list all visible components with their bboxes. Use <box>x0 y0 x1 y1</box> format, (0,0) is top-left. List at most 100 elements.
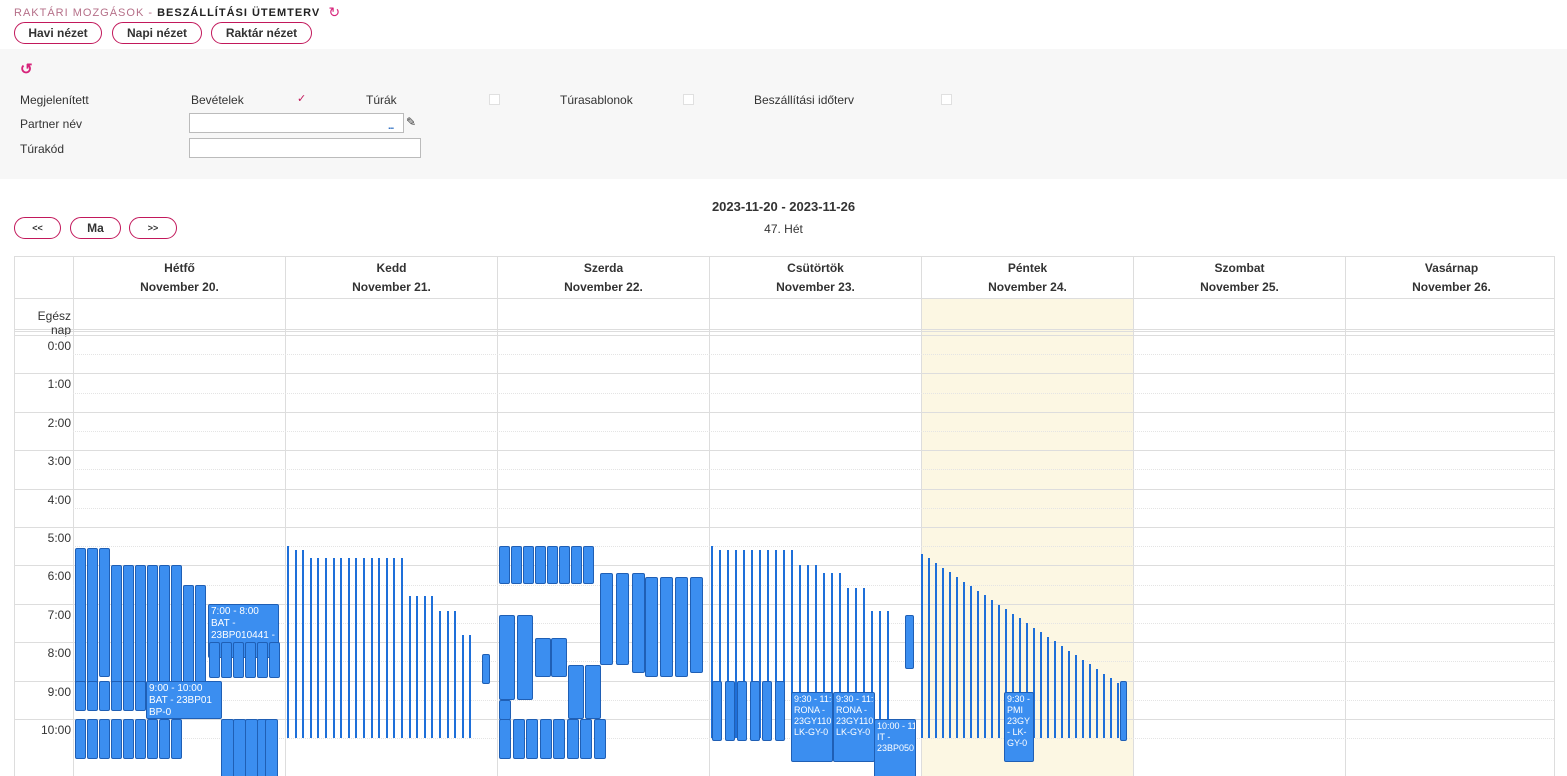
tour-bar[interactable] <box>727 550 729 739</box>
tour-bar[interactable] <box>1005 609 1007 739</box>
today-button[interactable]: Ma <box>70 217 121 239</box>
calendar-event[interactable] <box>171 719 182 759</box>
calendar-event[interactable] <box>645 576 658 677</box>
calendar-event[interactable] <box>499 546 510 585</box>
calendar-event[interactable] <box>523 546 534 585</box>
calendar-event[interactable] <box>535 638 551 677</box>
tour-bar[interactable] <box>935 563 937 739</box>
tour-bar[interactable] <box>1103 673 1105 739</box>
calendar-event[interactable] <box>75 719 86 759</box>
tour-bar[interactable] <box>347 557 350 739</box>
tour-bar[interactable] <box>469 634 472 739</box>
filter-revenue-checkbox[interactable]: ✓ <box>297 93 307 105</box>
tour-bar[interactable] <box>416 596 419 739</box>
tour-bar[interactable] <box>454 611 457 739</box>
calendar-event[interactable] <box>87 680 98 711</box>
day-header[interactable]: Szombat November 25. <box>1133 257 1345 298</box>
calendar-event[interactable]: 9:30 - 11:30 RONA - 23GY110 LK-GY-0 <box>833 692 875 763</box>
calendar-event[interactable] <box>147 565 158 685</box>
tour-bar[interactable] <box>1096 669 1098 739</box>
warehouse-view-button[interactable]: Raktár nézet <box>211 22 312 44</box>
calendar-event[interactable] <box>593 719 606 759</box>
tour-bar[interactable] <box>1040 632 1042 739</box>
calendar-event[interactable] <box>585 665 601 719</box>
calendar-event[interactable] <box>99 680 110 711</box>
calendar-event[interactable] <box>737 680 747 741</box>
day-header[interactable]: Kedd November 21. <box>285 257 497 298</box>
calendar-event[interactable]: 9:30 - 11:30 RONA - 23GY110 LK-GY-0 <box>791 692 833 763</box>
calendar-event[interactable] <box>233 642 244 679</box>
calendar-event[interactable] <box>774 680 785 741</box>
calendar-event[interactable] <box>551 638 567 677</box>
next-week-button[interactable]: >> <box>129 217 177 239</box>
tour-bar[interactable] <box>423 596 426 739</box>
tour-bar[interactable] <box>799 565 801 739</box>
edit-icon[interactable]: ✎ <box>406 115 417 129</box>
calendar-event[interactable] <box>517 615 533 700</box>
calendar-event[interactable] <box>583 546 594 585</box>
tour-bar[interactable] <box>807 565 809 739</box>
calendar-event[interactable] <box>183 584 194 685</box>
calendar-event[interactable] <box>499 615 515 700</box>
calendar-event[interactable] <box>269 642 280 679</box>
tour-bar[interactable] <box>977 590 979 739</box>
tour-bar[interactable] <box>1068 650 1070 739</box>
calendar-event[interactable] <box>159 565 170 685</box>
tour-bar[interactable] <box>879 611 881 739</box>
calendar-event[interactable] <box>221 642 232 679</box>
calendar-event[interactable]: 9:30 - PMI 23GY - LK- GY-0 <box>1004 692 1034 763</box>
calendar-event[interactable] <box>499 719 511 759</box>
calendar-event[interactable] <box>512 719 525 759</box>
tour-bar[interactable] <box>921 553 923 739</box>
tour-bar[interactable] <box>871 611 873 739</box>
tour-bar[interactable] <box>1110 678 1112 739</box>
tour-bar[interactable] <box>887 611 889 739</box>
calendar-event[interactable] <box>111 565 122 685</box>
calendar-event[interactable] <box>749 680 760 741</box>
tour-bar[interactable] <box>1012 613 1014 739</box>
tour-bar[interactable] <box>751 550 753 739</box>
calendar-event[interactable] <box>632 573 645 673</box>
tour-bar[interactable] <box>340 557 343 739</box>
tour-bar[interactable] <box>355 557 358 739</box>
calendar-event[interactable] <box>171 565 182 685</box>
calendar-event[interactable] <box>499 699 511 720</box>
tour-bar[interactable] <box>998 604 1000 739</box>
calendar-event[interactable] <box>99 548 110 677</box>
tour-bar[interactable] <box>1061 646 1063 739</box>
tour-bar[interactable] <box>446 611 449 739</box>
calendar-event[interactable] <box>600 573 613 666</box>
tour-bar[interactable] <box>863 588 865 739</box>
partner-lookup-button[interactable]: ... <box>388 121 394 132</box>
calendar-event[interactable]: 9:00 - 10:00 BAT - 23BP01 BP-0 <box>146 680 222 719</box>
tour-bar[interactable] <box>1089 664 1091 739</box>
calendar-event[interactable] <box>616 573 629 666</box>
calendar-event[interactable] <box>257 642 268 679</box>
tour-bar[interactable] <box>735 550 737 739</box>
tour-bar[interactable] <box>1117 682 1119 739</box>
tour-bar[interactable] <box>711 546 713 739</box>
calendar-event[interactable] <box>712 680 722 741</box>
calendar-event[interactable] <box>99 719 110 759</box>
calendar-event[interactable] <box>1120 680 1127 741</box>
reset-filter-icon[interactable]: ↺ <box>20 61 33 78</box>
tour-bar[interactable] <box>1075 655 1077 739</box>
filter-tours-checkbox[interactable] <box>489 94 500 105</box>
tour-bar[interactable] <box>401 557 403 739</box>
tour-bar[interactable] <box>385 557 388 739</box>
tour-bar[interactable] <box>831 573 833 739</box>
calendar-event[interactable] <box>675 576 688 677</box>
calendar-event[interactable]: 10:00 - 11: IT - 23BP050 <box>874 719 916 776</box>
tour-bar[interactable] <box>743 550 745 739</box>
calendar-event[interactable] <box>195 584 206 685</box>
tour-bar[interactable] <box>855 588 857 739</box>
tour-bar[interactable] <box>984 595 986 739</box>
calendar-event[interactable] <box>147 719 158 759</box>
calendar-event[interactable] <box>547 546 558 585</box>
tour-bar[interactable] <box>823 573 825 739</box>
tour-bar[interactable] <box>949 572 951 739</box>
tour-bar[interactable] <box>956 576 958 739</box>
tour-bar[interactable] <box>847 588 849 739</box>
calendar-event[interactable] <box>245 642 256 679</box>
tour-bar[interactable] <box>370 557 373 739</box>
